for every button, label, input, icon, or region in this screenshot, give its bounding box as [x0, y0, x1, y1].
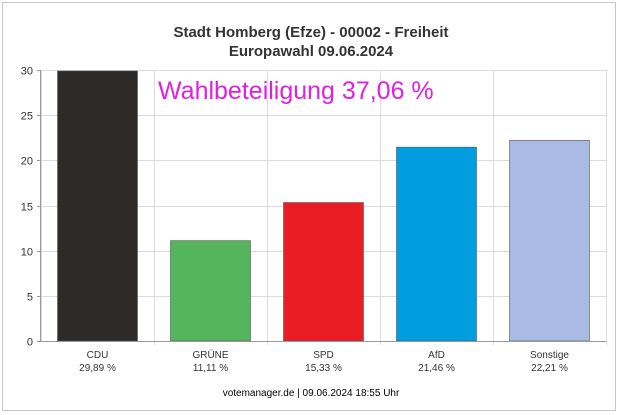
bars	[57, 70, 590, 342]
y-tick-label: 25	[21, 111, 33, 123]
value-label: 22,21 %	[531, 363, 568, 374]
category-label: AfD	[428, 350, 445, 361]
y-tick-label: 15	[21, 202, 33, 214]
y-tick-label: 0	[27, 337, 33, 349]
category-label: CDU	[87, 350, 109, 361]
value-label: 29,89 %	[79, 363, 116, 374]
chart-subtitle: Europawahl 09.06.2024	[229, 43, 394, 60]
y-tick-label: 30	[21, 66, 33, 78]
bar-afd[interactable]	[396, 146, 477, 342]
x-axis: CDU 29,89 % GRÜNE 11,11 % SPD 15,33 % AfD 21,46…	[41, 341, 606, 374]
chart-title: Stadt Homberg (Efze) - 00002 - Freiheit	[173, 24, 448, 41]
bar-sonstige[interactable]	[509, 140, 590, 342]
y-axis: 0 5 10 15 20 25 30	[21, 66, 41, 349]
y-tick-label: 5	[27, 292, 33, 304]
chart-footer: votemanager.de | 09.06.2024 18:55 Uhr	[223, 388, 400, 399]
category-label: Sonstige	[530, 350, 569, 361]
turnout-annotation: Wahlbeteiligung 37,06 %	[158, 77, 434, 105]
value-label: 15,33 %	[305, 363, 342, 374]
category-label: GRÜNE	[192, 349, 228, 361]
bar-grüne[interactable]	[170, 240, 251, 342]
y-tick-label: 20	[21, 156, 33, 168]
value-label: 11,11 %	[193, 363, 228, 374]
category-label: SPD	[313, 350, 334, 361]
bar-cdu[interactable]	[57, 70, 138, 342]
y-tick-label: 10	[21, 247, 33, 259]
value-label: 21,46 %	[418, 363, 455, 374]
bar-spd[interactable]	[283, 202, 364, 342]
